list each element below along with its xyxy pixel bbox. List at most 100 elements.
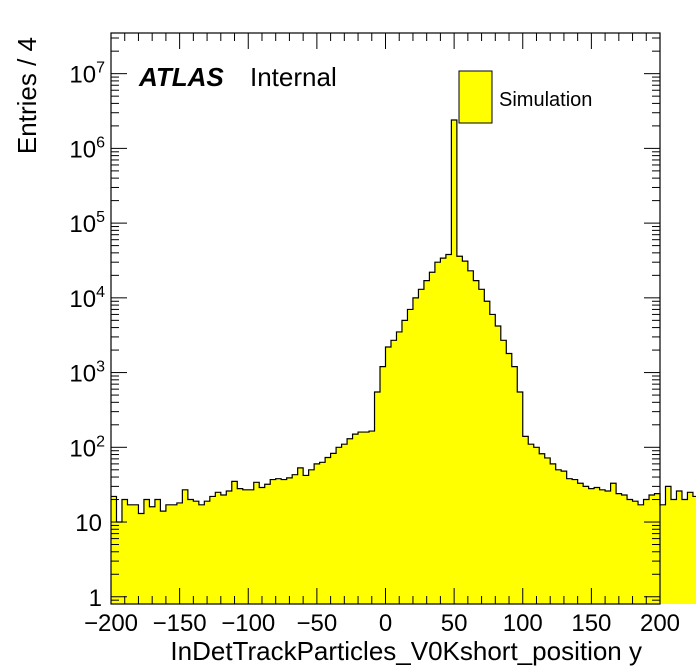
x-tick-labels: −200 −150 −100 −50 0 50 100 150 200: [84, 610, 680, 637]
histogram-bin: [390, 340, 397, 604]
histogram-bin: [127, 504, 134, 604]
x-tick-label: 150: [571, 610, 611, 637]
histogram-bin: [226, 491, 233, 604]
y-tick-label: 105: [69, 209, 105, 238]
histogram-bin: [676, 491, 683, 604]
histogram-bin: [643, 499, 650, 604]
histogram-bin: [467, 270, 474, 604]
histogram-bin: [374, 391, 381, 604]
histogram-bin: [599, 489, 606, 604]
histogram-bin: [665, 486, 672, 604]
histogram-bin: [352, 434, 359, 604]
histogram-bin: [182, 489, 189, 604]
histogram-bin: [692, 496, 696, 604]
histogram-bin: [445, 254, 452, 605]
histogram-bin: [292, 474, 299, 604]
histogram-bin: [561, 471, 568, 604]
y-tick-label: 104: [69, 284, 105, 313]
histogram-bin: [176, 502, 183, 604]
histogram-bin: [237, 488, 244, 604]
histogram-bin: [303, 475, 310, 604]
histogram-bin: [434, 262, 441, 604]
histogram-bin: [270, 479, 277, 604]
histogram-bin: [220, 494, 227, 604]
histogram-bin: [429, 272, 436, 604]
histogram-bin: [242, 489, 249, 604]
y-tick-labels: 1 10 102 103 104 105 106 107: [69, 60, 105, 612]
histogram-bin: [363, 432, 370, 604]
histogram-bin: [654, 493, 661, 604]
histogram-bars: [111, 119, 696, 605]
histogram-bin: [610, 483, 617, 604]
histogram-bin: [253, 482, 260, 604]
histogram-bin: [539, 453, 546, 604]
histogram-bin: [154, 499, 161, 604]
histogram-bin: [638, 504, 644, 604]
histogram-bin: [627, 499, 633, 604]
histogram-bin: [132, 504, 139, 604]
histogram-bin: [528, 444, 535, 604]
histogram-bin: [341, 444, 348, 604]
histogram-bin: [319, 462, 326, 604]
histogram-bin: [116, 522, 123, 604]
histogram-bin: [594, 487, 601, 604]
histogram-bin: [544, 457, 551, 604]
histogram-bin: [281, 479, 288, 604]
histogram-bin: [418, 289, 425, 604]
legend-swatch-simulation: [458, 70, 493, 124]
histogram-bin: [286, 477, 293, 604]
histogram-bin: [681, 499, 688, 604]
histogram-bin: [369, 431, 375, 604]
histogram-bin: [204, 501, 211, 604]
y-tick-label: 106: [69, 134, 105, 163]
legend-label-simulation: Simulation: [499, 89, 592, 111]
histogram-bin: [489, 314, 496, 604]
histogram-bin: [297, 467, 304, 604]
histogram-bin: [165, 504, 172, 604]
y-axis-title: Entries / 4: [12, 37, 42, 154]
histogram-bin: [577, 483, 584, 604]
histogram-bin: [506, 353, 513, 604]
histogram-bin: [555, 469, 562, 604]
histogram-bin: [423, 280, 430, 604]
histogram-bin: [308, 469, 315, 604]
histogram-bin: [533, 447, 540, 604]
histogram-bin: [187, 499, 194, 604]
x-tick-label: 50: [441, 610, 468, 637]
histogram-bin: [111, 496, 117, 604]
x-tick-label: 0: [379, 610, 392, 637]
histogram-bin: [209, 496, 216, 604]
histogram-bin: [572, 479, 579, 604]
histogram-bin: [412, 297, 419, 604]
histogram-bin: [500, 340, 507, 604]
histogram-bin: [566, 478, 573, 604]
histogram-bin: [588, 488, 595, 604]
histogram-bin: [347, 438, 353, 604]
histogram-bin: [583, 486, 590, 604]
histogram-outline: [111, 119, 696, 523]
histogram-bin: [330, 453, 337, 604]
x-tick-label: −100: [221, 610, 275, 637]
y-tick-label: 1: [89, 585, 102, 612]
y-tick-label: 103: [69, 359, 105, 388]
histogram-bin: [621, 494, 628, 604]
histogram-bin: [193, 501, 200, 604]
histogram-bin: [456, 256, 463, 604]
histogram-bin: [198, 504, 205, 604]
x-tick-label: −200: [84, 610, 138, 637]
histogram-bin: [259, 487, 266, 604]
x-axis-title: InDetTrackParticles_V0Kshort_position y: [170, 636, 642, 666]
histogram-bin: [632, 501, 639, 604]
x-tick-label: −150: [153, 610, 207, 637]
histogram-bin: [522, 436, 529, 604]
histogram-bin: [495, 325, 502, 604]
histogram-bin: [440, 258, 447, 604]
histogram-bin: [248, 489, 255, 604]
histogram-bin: [484, 301, 491, 604]
histogram-bin: [517, 391, 524, 604]
histogram-bin: [616, 493, 622, 604]
histogram-bin: [171, 504, 178, 604]
histogram-bin: [231, 481, 238, 604]
histogram-bin: [264, 484, 271, 604]
